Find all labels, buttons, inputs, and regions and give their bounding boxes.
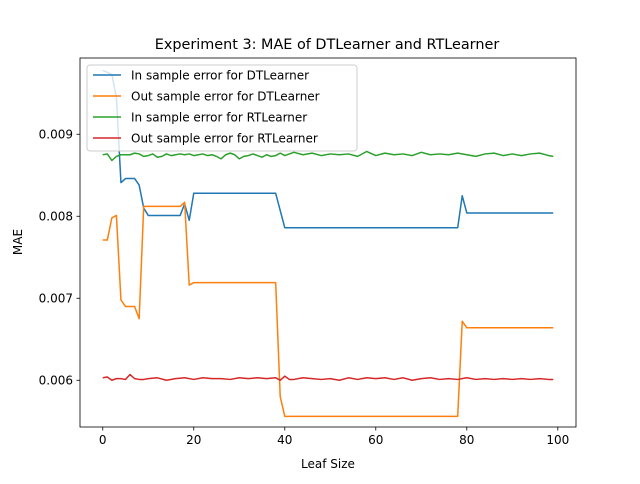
plot-frame [79,57,577,428]
series-line-1 [102,201,554,418]
chart-title: Experiment 3: MAE of DTLearner and RTLea… [155,37,500,53]
plot-area: 0 20 40 60 80 100 0.006 0.007 0.008 0.009 [39,57,577,447]
y-tick-label: 0.006 [39,374,73,388]
legend-items: In sample error for DTLearner Out sample … [93,68,320,145]
y-tick-label: 0.008 [39,210,73,224]
y-axis-ticks: 0.006 0.007 0.008 0.009 [39,128,80,388]
legend-label: In sample error for DTLearner [131,68,309,82]
legend: In sample error for DTLearner Out sample … [86,64,358,152]
y-axis-label: MAE [11,229,25,255]
legend-label: In sample error for RTLearner [131,110,307,124]
series-line-3 [102,373,554,382]
legend-box [86,64,358,152]
x-tick-label: 40 [277,433,292,447]
legend-label: Out sample error for RTLearner [131,131,318,145]
x-tick-label: 60 [368,433,383,447]
series-line-2 [102,150,554,162]
x-tick-label: 80 [459,433,474,447]
x-axis-label: Leaf Size [301,457,355,471]
x-tick-label: 0 [99,433,107,447]
series-line-0 [102,69,554,229]
legend-label: Out sample error for DTLearner [131,89,320,103]
y-tick-label: 0.009 [39,128,73,142]
x-axis-ticks: 0 20 40 60 80 100 [99,427,569,447]
y-tick-label: 0.007 [39,292,73,306]
series-layer [102,69,554,418]
x-tick-label: 100 [546,433,569,447]
x-tick-label: 20 [186,433,201,447]
